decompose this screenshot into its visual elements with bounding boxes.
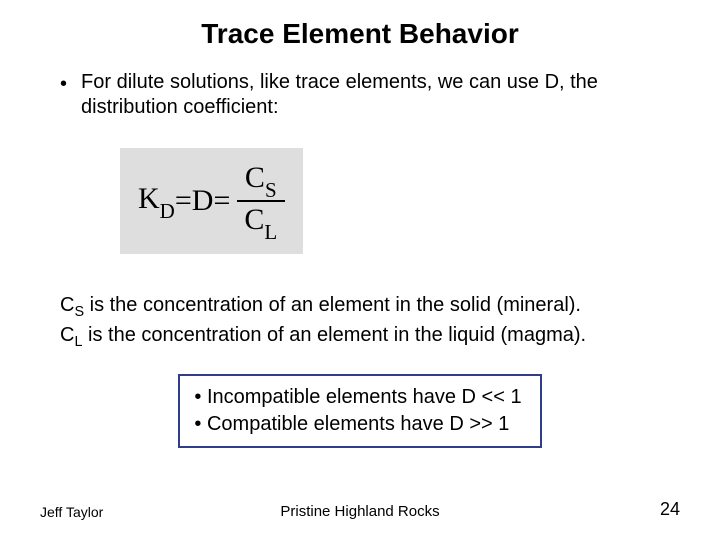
eq-num-sub: S bbox=[265, 178, 277, 202]
eq-mid: D bbox=[192, 184, 214, 218]
slide-title: Trace Element Behavior bbox=[40, 18, 680, 50]
eq-fraction: CS CL bbox=[236, 162, 285, 240]
def1-symbol: C bbox=[60, 294, 74, 316]
eq-lhs: K bbox=[138, 182, 160, 215]
def2-symbol: C bbox=[60, 324, 74, 346]
equation: KD = D = CS CL bbox=[138, 162, 285, 240]
def2-text: is the concentration of an element in th… bbox=[82, 324, 586, 346]
definition-line-2: CL is the concentration of an element in… bbox=[60, 322, 680, 352]
footer-author: Jeff Taylor bbox=[40, 504, 103, 520]
def1-sub: S bbox=[74, 304, 84, 320]
eq-den-sub: L bbox=[264, 220, 277, 244]
eq-equals-1: = bbox=[175, 184, 192, 218]
box-line-2: • Compatible elements have D >> 1 bbox=[194, 411, 521, 438]
def1-text: is the concentration of an element in th… bbox=[84, 294, 581, 316]
bullet-item: • For dilute solutions, like trace eleme… bbox=[60, 70, 670, 120]
bullet-dot: • bbox=[60, 72, 67, 97]
equation-box: KD = D = CS CL bbox=[120, 148, 303, 254]
definition-line-1: CS is the concentration of an element in… bbox=[60, 292, 680, 322]
eq-equals-2: = bbox=[213, 184, 230, 218]
footer-page-number: 24 bbox=[660, 499, 680, 520]
footer: Jeff Taylor Pristine Highland Rocks 24 bbox=[0, 499, 720, 520]
eq-lhs-sub: D bbox=[160, 199, 175, 223]
eq-num-sym: C bbox=[245, 161, 265, 194]
bullet-text: For dilute solutions, like trace element… bbox=[81, 70, 670, 120]
callout-box: • Incompatible elements have D << 1 • Co… bbox=[178, 374, 541, 448]
definitions: CS is the concentration of an element in… bbox=[60, 292, 680, 351]
footer-center: Pristine Highland Rocks bbox=[280, 503, 439, 520]
box-line-1: • Incompatible elements have D << 1 bbox=[194, 384, 521, 411]
eq-den-sym: C bbox=[244, 203, 264, 236]
